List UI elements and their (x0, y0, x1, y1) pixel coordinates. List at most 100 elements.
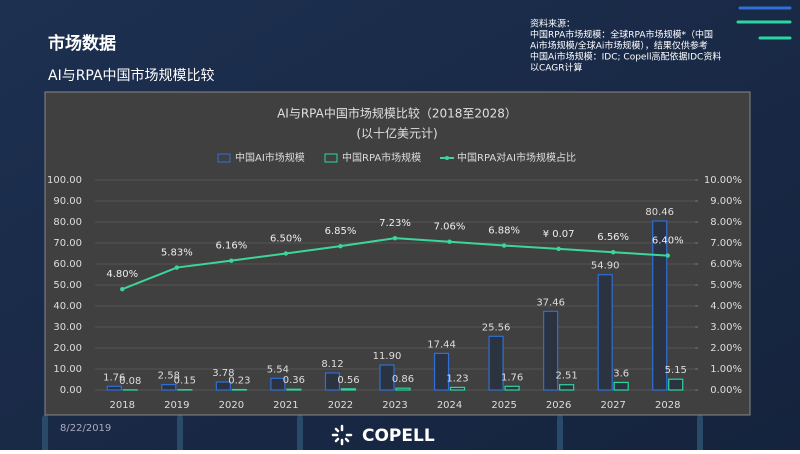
slide-title: 市场数据 (48, 33, 116, 54)
legend-label: 中国AI市场规模 (235, 151, 305, 164)
bar (614, 382, 628, 390)
y-tick-label: 90.00 (53, 196, 82, 207)
y-tick-label: 60.00 (53, 259, 82, 270)
line-point (393, 236, 397, 240)
y2-tick-label: 5.00% (710, 280, 742, 291)
line-point (611, 250, 615, 254)
chart-subtitle: (以十亿美元计) (356, 126, 437, 141)
logo-text: COPELL (362, 426, 435, 446)
source-note: 资料来源： (530, 18, 575, 30)
data-label: 17.44 (427, 339, 456, 350)
legend-label: 中国RPA对AI市场规模占比 (457, 151, 576, 164)
legend-label: 中国RPA市场规模 (342, 151, 421, 164)
bar (505, 386, 519, 390)
date: 8/22/2019 (60, 423, 111, 434)
data-label: 6.56% (597, 232, 629, 243)
y2-tick-label: 0.00% (710, 385, 742, 396)
x-tick-label: 2028 (655, 400, 680, 411)
x-tick-label: 2026 (546, 400, 571, 411)
y-tick-label: 0.00 (60, 385, 82, 396)
bar (451, 387, 465, 390)
line-point (229, 258, 233, 262)
data-label: 5.54 (267, 364, 289, 375)
y2-tick-label: 1.00% (710, 364, 742, 375)
data-label: 0.15 (174, 376, 196, 387)
data-label: 1.76 (501, 372, 523, 383)
data-label: 3.6 (613, 368, 629, 379)
y2-tick-label: 8.00% (710, 217, 742, 228)
y-tick-label: 10.00 (53, 364, 82, 375)
bar (435, 353, 449, 390)
legend-swatch (445, 156, 449, 160)
data-label: 37.46 (536, 297, 565, 308)
data-label: 4.80% (106, 269, 138, 280)
slide-subtitle: AI与RPA中国市场规模比较 (48, 67, 215, 84)
y-tick-label: 20.00 (53, 343, 82, 354)
data-label: 6.40% (652, 236, 684, 247)
bar (396, 388, 410, 390)
data-label: 7.06% (434, 222, 466, 233)
y2-tick-label: 6.00% (710, 259, 742, 270)
line-point (502, 243, 506, 247)
y-tick-label: 40.00 (53, 301, 82, 312)
bar (341, 389, 355, 390)
y2-tick-label: 2.00% (710, 343, 742, 354)
bar (669, 379, 683, 390)
data-label: 54.90 (591, 261, 620, 272)
x-tick-label: 2023 (382, 400, 407, 411)
line-point (666, 253, 670, 257)
line-point (556, 247, 560, 251)
x-tick-label: 2025 (491, 400, 516, 411)
bar (598, 275, 612, 390)
data-label: 2.51 (556, 371, 578, 382)
data-label: 25.56 (482, 322, 511, 333)
x-tick-label: 2022 (328, 400, 353, 411)
line-point (447, 240, 451, 244)
y-tick-label: 100.00 (47, 175, 82, 186)
source-note: Ai市场规模/全球Ai市场规模），结果仅供参考 (530, 40, 708, 52)
y2-tick-label: 10.00% (704, 175, 742, 186)
data-label: 5.15 (665, 365, 687, 376)
chart-title: AI与RPA中国市场规模比较（2018至2028） (277, 106, 517, 121)
y-tick-label: 50.00 (53, 280, 82, 291)
line-point (120, 287, 124, 291)
line-point (175, 265, 179, 269)
data-label: 0.08 (119, 376, 141, 387)
y2-tick-label: 9.00% (710, 196, 742, 207)
x-tick-label: 2024 (437, 400, 462, 411)
y2-tick-label: 4.00% (710, 301, 742, 312)
bar (287, 389, 301, 390)
y2-tick-label: 3.00% (710, 322, 742, 333)
bar (107, 386, 121, 390)
y-tick-label: 80.00 (53, 217, 82, 228)
data-label: 8.12 (321, 359, 343, 370)
data-label: 0.36 (283, 375, 305, 386)
source-note: 中国Ai市场规模：IDC; Copell高配依据IDC资料 (530, 51, 721, 63)
data-label: 11.90 (373, 351, 402, 362)
data-label: 80.46 (645, 207, 674, 218)
x-tick-label: 2027 (600, 400, 625, 411)
x-tick-label: 2019 (164, 400, 189, 411)
y-tick-label: 30.00 (53, 322, 82, 333)
data-label: 6.85% (325, 226, 357, 237)
data-label: 7.23% (379, 218, 411, 229)
x-tick-label: 2021 (273, 400, 298, 411)
data-label: 5.83% (161, 248, 193, 259)
y-tick-label: 70.00 (53, 238, 82, 249)
bar (560, 385, 574, 390)
data-label: 1.23 (446, 373, 468, 384)
data-label: 0.56 (337, 375, 359, 386)
source-note: 以CAGR计算 (530, 62, 583, 74)
data-label: 0.86 (392, 374, 414, 385)
data-label: 6.50% (270, 234, 302, 245)
line-point (338, 244, 342, 248)
y2-tick-label: 7.00% (710, 238, 742, 249)
x-tick-label: 2018 (110, 400, 135, 411)
source-note: 中国RPA市场规模：全球RPA市场规模*（中国 (530, 29, 713, 41)
line-point (284, 251, 288, 255)
data-label: 0.23 (228, 376, 250, 387)
x-tick-label: 2020 (219, 400, 244, 411)
data-label: 6.88% (488, 226, 520, 237)
